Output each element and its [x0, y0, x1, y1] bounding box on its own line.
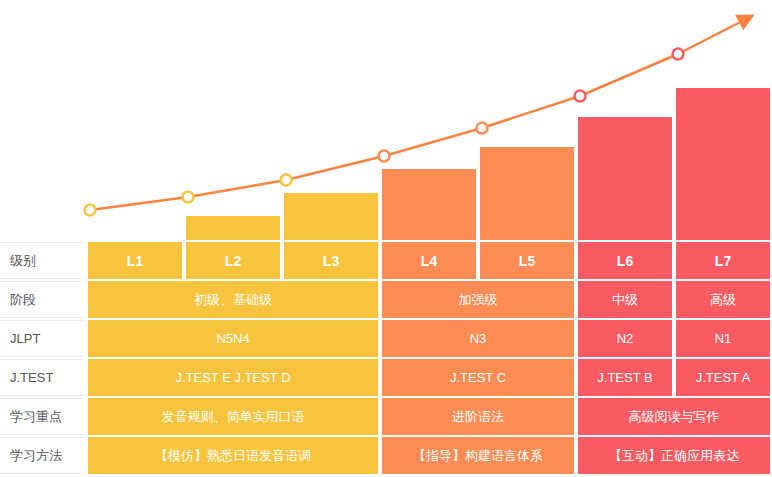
level-cell-l7: L7	[676, 242, 770, 279]
trend-marker-L2	[183, 192, 194, 203]
jlpt-cell-n5n4: N5N4	[88, 320, 378, 357]
method-cell-interact: 【互动】正确应用表达	[578, 437, 770, 474]
trend-marker-L7	[673, 49, 684, 60]
stage-cell-beginner: 初级、基础级	[88, 281, 378, 318]
row-label-jtest: J.TEST	[0, 359, 84, 396]
method-cell-guide: 【指导】构建语言体系	[382, 437, 574, 474]
row-label-jlpt: JLPT	[0, 320, 84, 357]
jtest-cell-ed: J.TEST E J.TEST D	[88, 359, 378, 396]
level-bars	[186, 88, 770, 240]
row-label-focus: 学习重点	[0, 398, 84, 435]
bar-L6	[578, 117, 672, 240]
jlpt-cell-n2: N2	[578, 320, 672, 357]
trend-marker-L3	[281, 175, 292, 186]
stage-cell-advanced: 高级	[676, 281, 770, 318]
row-label-stage: 阶段	[0, 281, 84, 318]
levels-table: 级别 L1 L2 L3 L4 L5 L6 L7 阶段 初级、基础级 加强级 中级…	[0, 242, 770, 474]
trend-marker-L5	[477, 123, 488, 134]
row-label-method: 学习方法	[0, 437, 84, 474]
level-cell-l3: L3	[284, 242, 378, 279]
bar-L3	[284, 193, 378, 240]
learning-path-infographic: 级别 L1 L2 L3 L4 L5 L6 L7 阶段 初级、基础级 加强级 中级…	[0, 0, 772, 477]
focus-cell-grammar: 进阶语法	[382, 398, 574, 435]
bar-L2	[186, 216, 280, 240]
stage-cell-intermediate: 中级	[578, 281, 672, 318]
trend-marker-L1	[85, 205, 96, 216]
focus-cell-pronunciation: 发音规则、简单实用口语	[88, 398, 378, 435]
row-label-level: 级别	[0, 242, 84, 279]
level-cell-l5: L5	[480, 242, 574, 279]
growth-chart	[0, 0, 772, 242]
method-cell-imitate: 【模仿】熟悉日语发音语调	[88, 437, 378, 474]
level-cell-l4: L4	[382, 242, 476, 279]
stage-cell-reinforce: 加强级	[382, 281, 574, 318]
trend-marker-L6	[575, 91, 586, 102]
trend-marker-L4	[379, 151, 390, 162]
jtest-cell-a: J.TEST A	[676, 359, 770, 396]
focus-cell-reading-writing: 高级阅读与写作	[578, 398, 770, 435]
bar-L5	[480, 147, 574, 240]
level-cell-l2: L2	[186, 242, 280, 279]
level-cell-l1: L1	[88, 242, 182, 279]
jtest-cell-b: J.TEST B	[578, 359, 672, 396]
jlpt-cell-n1: N1	[676, 320, 770, 357]
bar-L7	[676, 88, 770, 240]
level-cell-l6: L6	[578, 242, 672, 279]
bar-L4	[382, 169, 476, 240]
jtest-cell-c: J.TEST C	[382, 359, 574, 396]
jlpt-cell-n3: N3	[382, 320, 574, 357]
